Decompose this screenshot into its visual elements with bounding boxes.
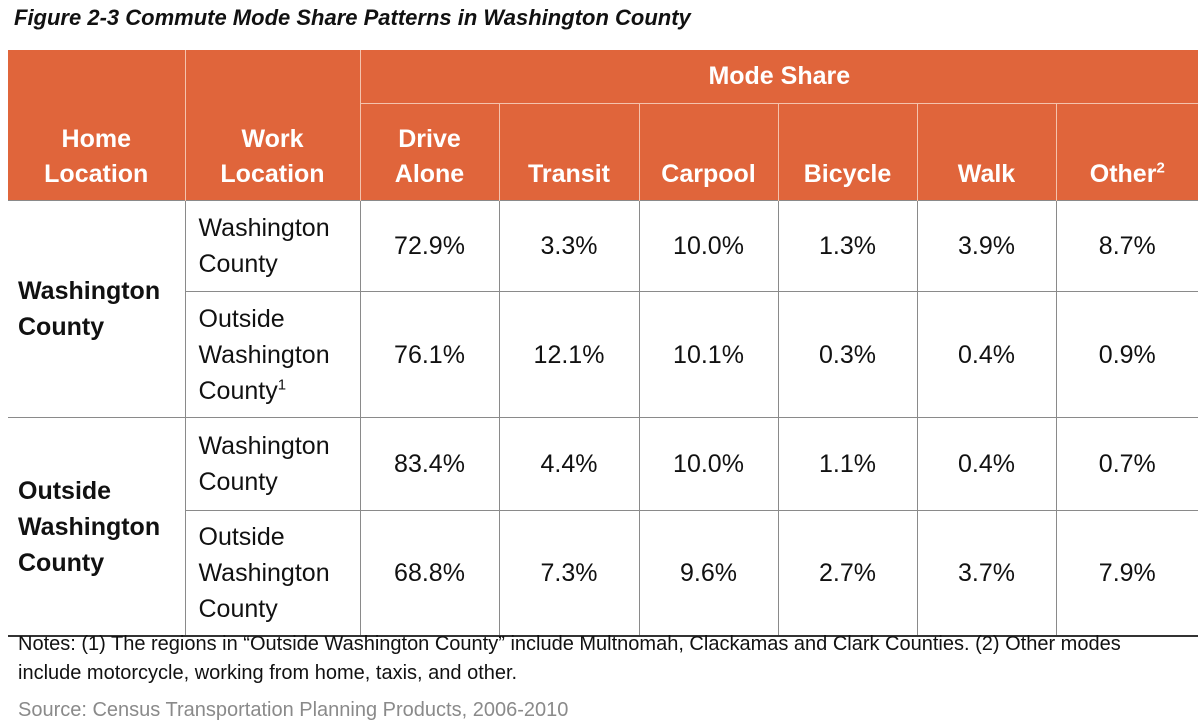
home-location-cell: Outside Washington County (8, 417, 186, 637)
header-drive-alone: Drive Alone (359, 103, 499, 201)
header-other: Other2 (1055, 103, 1199, 201)
value-cell: 9.6% (638, 510, 779, 637)
footnote-marker: 1 (277, 376, 287, 394)
value-cell: 68.8% (359, 510, 500, 637)
value-cell: 10.0% (638, 417, 779, 511)
header-work-location: Work Location (184, 50, 360, 201)
mode-share-table: Home Location Work Location Mode Share D… (8, 50, 1199, 637)
value-cell: 7.3% (498, 510, 640, 637)
work-location-cell: Washington County (184, 200, 361, 292)
value-cell: 10.0% (638, 200, 779, 292)
value-cell: 3.9% (916, 200, 1057, 292)
table-row: Outside Washington County 68.8% 7.3% 9.6… (8, 510, 1199, 637)
value-cell: 72.9% (359, 200, 500, 292)
value-cell: 3.7% (916, 510, 1057, 637)
header-bicycle: Bicycle (777, 103, 917, 201)
table-notes: Notes: (1) The regions in “Outside Washi… (18, 633, 1121, 684)
value-cell: 1.3% (777, 200, 918, 292)
table-row: Washington County Washington County 72.9… (8, 200, 1199, 418)
home-location-cell: Washington County (8, 200, 186, 418)
table-row: Outside Washington County Washington Cou… (8, 417, 1199, 637)
value-cell: 0.4% (916, 291, 1057, 418)
work-location-cell: Outside Washington County1 (184, 291, 361, 418)
source-citation: Source: Census Transportation Planning P… (18, 699, 569, 721)
figure-title: Figure 2-3 Commute Mode Share Patterns i… (14, 5, 691, 30)
work-location-cell: Washington County (184, 417, 361, 511)
value-cell: 83.4% (359, 417, 500, 511)
work-location-cell: Outside Washington County (184, 510, 361, 637)
header-carpool: Carpool (638, 103, 778, 201)
value-cell: 1.1% (777, 417, 918, 511)
value-cell: 76.1% (359, 291, 500, 418)
value-cell: 7.9% (1055, 510, 1199, 637)
value-cell: 2.7% (777, 510, 918, 637)
header-walk: Walk (916, 103, 1056, 201)
value-cell: 3.3% (498, 200, 640, 292)
value-cell: 10.1% (638, 291, 779, 418)
table-row: Outside Washington County1 76.1% 12.1% 1… (8, 291, 1199, 418)
value-cell: 8.7% (1055, 200, 1199, 292)
value-cell: 12.1% (498, 291, 640, 418)
value-cell: 0.7% (1055, 417, 1199, 511)
value-cell: 0.3% (777, 291, 918, 418)
footnote-marker: 2 (1156, 159, 1165, 177)
value-cell: 0.4% (916, 417, 1057, 511)
header-home-location: Home Location (8, 50, 185, 201)
value-cell: 4.4% (498, 417, 640, 511)
header-mode-share: Mode Share (359, 50, 1199, 104)
header-transit: Transit (498, 103, 639, 201)
value-cell: 0.9% (1055, 291, 1199, 418)
